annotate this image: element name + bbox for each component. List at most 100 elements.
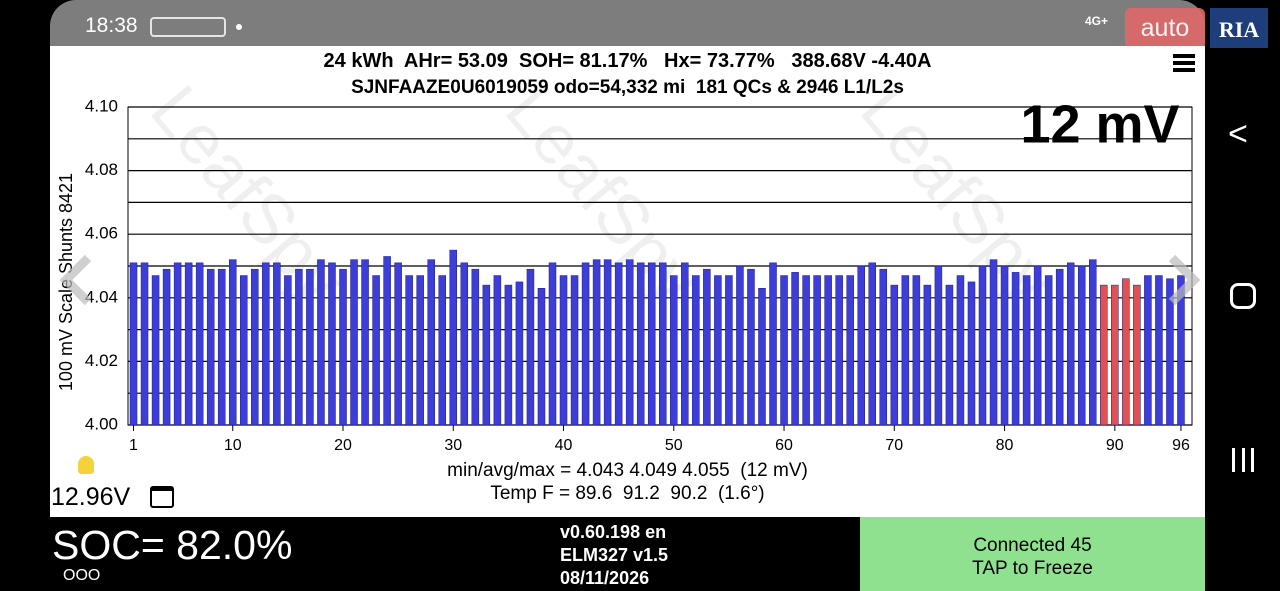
nav-recents[interactable] — [1232, 448, 1254, 472]
bar — [262, 262, 270, 426]
bar — [857, 265, 865, 426]
bar — [570, 275, 579, 426]
aux-voltage: 12.96V — [51, 483, 131, 511]
bar — [217, 268, 226, 426]
y-tick-label: 4.00 — [85, 414, 118, 433]
bar — [1122, 278, 1130, 426]
version-block: v0.60.198 en ELM327 v1.5 08/11/2026 — [560, 521, 668, 590]
bar — [195, 262, 204, 426]
bulb-icon[interactable] — [78, 456, 94, 474]
bar — [989, 259, 998, 426]
y-tick-label: 4.10 — [85, 96, 118, 115]
status-icons — [150, 17, 226, 37]
x-tick-label: 40 — [555, 437, 573, 454]
bar — [581, 262, 590, 426]
bar — [317, 259, 325, 426]
bar — [559, 275, 568, 426]
y-tick-label: 4.06 — [85, 224, 118, 243]
bar — [879, 268, 888, 426]
x-tick-label: 1 — [129, 437, 138, 454]
header-line: 24 kWh AHr= 53.09 SOH= 81.17% Hx= 73.77%… — [323, 50, 932, 72]
bar — [1066, 262, 1075, 426]
bar — [251, 268, 259, 426]
bar — [636, 262, 645, 426]
bar — [934, 265, 943, 426]
freeze-action: TAP to Freeze — [972, 558, 1093, 579]
bar — [1144, 275, 1152, 426]
bar — [129, 262, 138, 426]
bar — [1177, 275, 1185, 426]
bar — [681, 262, 689, 426]
bar — [1000, 265, 1009, 426]
bar — [284, 275, 292, 426]
bar — [603, 259, 612, 426]
bar — [614, 262, 623, 426]
bar — [504, 284, 513, 426]
y-tick-label: 4.02 — [85, 351, 118, 370]
bar — [725, 275, 733, 426]
menu-button[interactable] — [1173, 54, 1195, 72]
bar — [438, 275, 446, 426]
bar — [1022, 275, 1031, 426]
bar — [890, 284, 899, 426]
adapter: ELM327 v1.5 — [560, 545, 669, 565]
bar — [339, 268, 347, 426]
bar — [1033, 265, 1042, 426]
bar — [151, 275, 160, 426]
bar — [526, 268, 535, 426]
bar — [1089, 259, 1097, 426]
nav-back[interactable]: < — [1228, 115, 1248, 153]
nav-home[interactable] — [1230, 283, 1256, 309]
bar — [703, 268, 711, 426]
bar — [273, 262, 281, 426]
network: 4G+ — [1085, 14, 1109, 28]
bar — [780, 275, 788, 426]
freeze-button[interactable]: Connected 45 TAP to Freeze — [860, 517, 1205, 591]
bar — [328, 262, 336, 426]
bar — [184, 262, 193, 426]
bar — [912, 275, 921, 426]
bar — [140, 262, 149, 426]
bar — [537, 288, 546, 426]
bar — [1155, 275, 1163, 426]
y-tick-label: 4.08 — [85, 160, 118, 179]
bar — [824, 275, 832, 426]
nav-prev[interactable] — [59, 254, 92, 306]
calendar-icon[interactable] — [150, 486, 174, 508]
bar — [548, 262, 557, 426]
x-tick-label: 90 — [1106, 437, 1124, 454]
clock: 18:38 — [85, 14, 138, 37]
bar — [295, 268, 303, 426]
date: 08/11/2026 — [560, 568, 650, 588]
stats-line: min/avg/max = 4.043 4.049 4.055 (12 mV) — [447, 460, 808, 481]
stats-line: Temp F = 89.6 91.2 90.2 (1.6°) — [490, 483, 765, 504]
nav-next[interactable] — [1168, 254, 1201, 306]
bar — [1166, 278, 1174, 426]
bar — [625, 259, 634, 426]
bar — [868, 262, 876, 426]
spread-label: 12 mV — [1020, 94, 1179, 154]
bar — [592, 259, 601, 426]
x-tick-label: 50 — [665, 437, 683, 454]
bar — [1055, 268, 1064, 426]
bar — [813, 275, 821, 426]
bar — [515, 281, 524, 426]
bar — [956, 275, 965, 426]
version: v0.60.198 en — [560, 522, 667, 542]
bar — [162, 268, 171, 426]
x-tick-label: 60 — [775, 437, 793, 454]
bar — [736, 265, 744, 426]
bar — [835, 275, 843, 426]
bar — [967, 281, 976, 426]
bar — [791, 272, 799, 426]
bar — [1133, 284, 1141, 426]
bar — [758, 288, 766, 426]
x-tick-label: 80 — [996, 437, 1014, 454]
header-line: SJNFAAZE0U6019059 odo=54,332 mi 181 QCs … — [351, 77, 904, 98]
bar — [383, 256, 391, 426]
bar — [306, 268, 314, 426]
bar — [416, 275, 424, 426]
bar — [747, 268, 755, 426]
